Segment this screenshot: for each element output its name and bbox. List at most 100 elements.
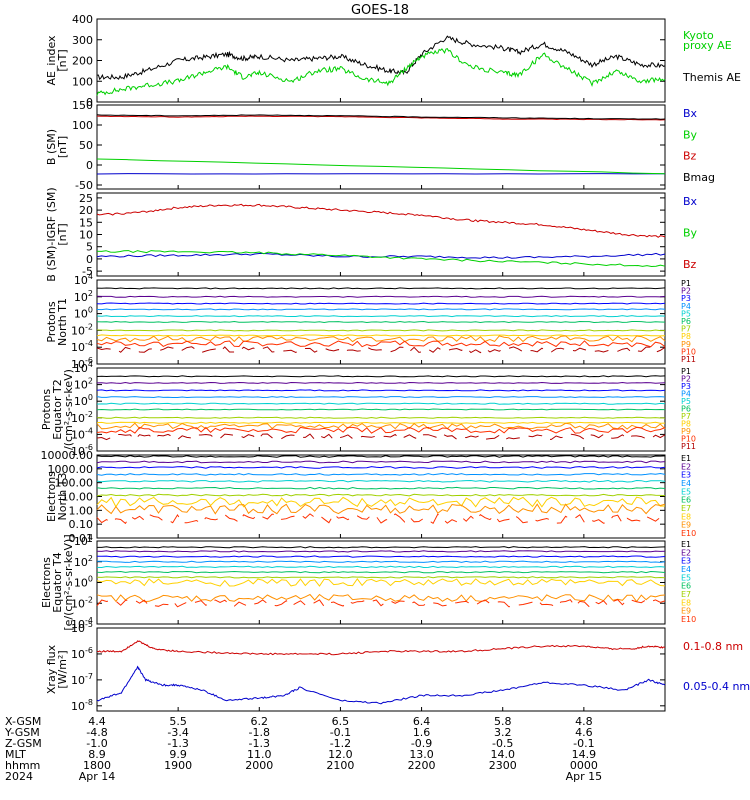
y-tick-mantissa: 10: [71, 597, 85, 610]
flux-channel-e1: [97, 546, 666, 549]
y-tick-exponent: 0: [88, 306, 93, 315]
y-tick-label: 10-6: [71, 646, 93, 661]
panel-frame: [96, 627, 666, 712]
channel-label: P3: [681, 294, 691, 303]
channel-label: P1: [681, 279, 691, 288]
y-tick-label: 20: [79, 204, 93, 217]
x-row-label: MLT: [5, 748, 26, 761]
y-axis-label: Equator T4: [51, 552, 64, 612]
y-tick-exponent: -4: [85, 426, 93, 435]
series-label: proxy AE: [683, 39, 732, 52]
y-tick-label: 10-5: [71, 620, 93, 635]
x-row-label: 2024: [5, 770, 33, 783]
flux-channel-e1: [96, 455, 666, 458]
flux-channel-p11: [96, 346, 666, 354]
flux-channel-e7: [96, 576, 666, 579]
x-axis-value: 13.0: [409, 748, 434, 761]
y-axis-label: /(cm²-s-sr-keV): [62, 369, 75, 450]
channel-label: E1: [681, 540, 691, 549]
y-tick-mantissa: 10: [74, 535, 88, 548]
y-tick-label: 104: [74, 360, 93, 375]
x-axis-value: 3.2: [494, 726, 512, 739]
x-axis-value: 5.8: [494, 715, 512, 728]
x-axis-value: 6.4: [413, 715, 431, 728]
y-tick-exponent: -2: [85, 322, 93, 331]
y-tick-label: 10-4: [71, 339, 93, 354]
channel-label: P2: [681, 375, 691, 384]
series-line-0-05-0-4-nm: [96, 665, 666, 705]
flux-channel-p8: [96, 421, 666, 424]
y-tick-mantissa: 10: [71, 445, 85, 458]
y-tick-label: 100: [72, 75, 93, 88]
y-tick-mantissa: 10: [71, 618, 85, 631]
x-axis-value: 5.5: [169, 715, 187, 728]
series-line-kyoto-proxy-ae: [96, 47, 666, 96]
y-tick-mantissa: 10: [71, 358, 85, 371]
y-tick-label: 10-4: [71, 616, 93, 631]
channel-label: E3: [681, 471, 691, 480]
x-axis-value: -1.8: [249, 726, 270, 739]
x-row-label: hhmm: [5, 759, 40, 772]
y-axis-label: [W/m²]: [56, 650, 69, 688]
y-tick-label: 1.00: [69, 504, 94, 517]
flux-channel-e6: [96, 486, 666, 490]
flux-channel-e5: [96, 479, 666, 483]
series-label: Bz: [683, 258, 697, 271]
y-tick-mantissa: 10: [71, 622, 85, 635]
flux-channel-p8: [96, 334, 666, 337]
x-axis-value: 1.6: [413, 726, 431, 739]
channel-label: P2: [681, 287, 691, 296]
y-tick-exponent: 4: [88, 272, 93, 281]
flux-channel-e10: [96, 513, 666, 525]
y-tick-label: 10-6: [71, 443, 93, 458]
y-tick-mantissa: 10: [74, 362, 88, 375]
y-tick-label: 0: [86, 96, 93, 109]
y-tick-label: 100: [74, 575, 93, 590]
x-row-label: Y-GSM: [4, 726, 40, 739]
series-line-bz: [96, 115, 666, 121]
x-axis-value: 8.9: [88, 748, 106, 761]
channel-label: E3: [681, 557, 691, 566]
y-axis-label: [nT]: [56, 49, 69, 71]
y-tick-mantissa: 10: [74, 291, 88, 304]
flux-channel-e3: [97, 555, 666, 558]
y-tick-label: 100.00: [55, 477, 94, 490]
flux-channel-p6: [96, 408, 666, 411]
y-tick-label: 15: [79, 216, 93, 229]
channel-label: E9: [681, 607, 691, 616]
x-axis-value: 12.0: [328, 748, 353, 761]
channel-label: P8: [681, 420, 691, 429]
channel-label: P6: [681, 405, 691, 414]
y-tick-exponent: -6: [85, 646, 93, 655]
channel-label: P11: [681, 355, 696, 364]
channel-label: E6: [681, 582, 691, 591]
y-tick-label: 102: [74, 289, 93, 304]
series-line-by: [96, 250, 666, 268]
y-axis-label: [e/(cm²-s-sr-keV)]: [62, 534, 75, 630]
channel-label: P3: [681, 382, 691, 391]
x-axis-value: 2200: [408, 759, 436, 772]
x-axis-value: 4.8: [575, 715, 593, 728]
channel-label: P10: [681, 347, 696, 356]
y-tick-label: 10-6: [71, 356, 93, 371]
channel-label: E5: [681, 487, 691, 496]
y-tick-label: 102: [74, 377, 93, 392]
y-tick-label: 300: [72, 34, 93, 47]
channel-label: P9: [681, 340, 691, 349]
y-axis-label: North T3: [56, 473, 69, 521]
flux-channel-e4: [96, 472, 666, 476]
channel-label: E6: [681, 496, 691, 505]
y-tick-label: 0: [86, 253, 93, 266]
flux-channel-e9: [96, 593, 666, 603]
x-axis-value: 6.2: [251, 715, 269, 728]
y-tick-label: 25: [79, 192, 93, 205]
y-tick-mantissa: 10: [74, 577, 88, 590]
y-tick-label: 10-4: [71, 426, 93, 441]
y-axis-label: Electrons: [40, 557, 53, 608]
y-tick-exponent: -7: [85, 672, 93, 681]
y-tick-mantissa: 10: [74, 308, 88, 321]
flux-channel-p2: [96, 381, 666, 384]
